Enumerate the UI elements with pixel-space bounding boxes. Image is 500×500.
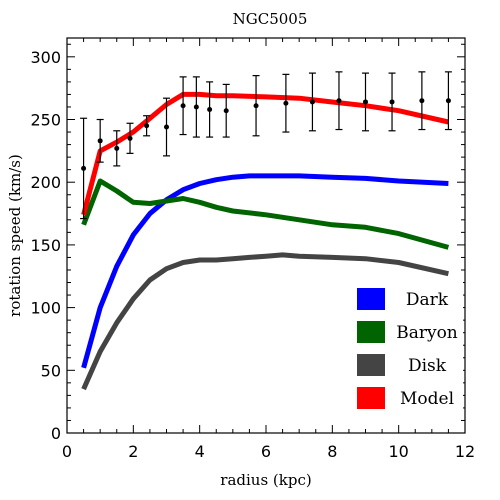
x-axis-label: radius (kpc)	[220, 471, 311, 489]
observed-point	[336, 98, 342, 104]
observed-point	[81, 165, 87, 171]
legend-swatch-baryon	[357, 321, 385, 343]
chart-title: NGC5005	[233, 10, 308, 28]
legend-swatch-model	[357, 387, 385, 409]
observed-point	[207, 106, 213, 112]
observed-point	[363, 99, 368, 105]
series-curves	[81, 91, 450, 391]
x-tick-label: 8	[327, 442, 337, 461]
x-tick-label: 10	[388, 442, 408, 461]
x-tick-label: 2	[128, 442, 138, 461]
series-line-baryon	[81, 178, 450, 250]
observed-point	[389, 99, 395, 105]
y-axis-label: rotation speed (km/s)	[6, 154, 24, 317]
legend-swatch-dark	[357, 288, 385, 310]
x-tick-label: 0	[62, 442, 72, 461]
y-tick-label: 200	[30, 173, 61, 192]
observed-point	[180, 103, 186, 109]
observed-point	[283, 100, 289, 106]
legend-label-model: Model	[400, 389, 454, 409]
y-tick-label: 0	[51, 424, 61, 443]
observed-point	[309, 99, 315, 105]
legend-label-baryon: Baryon	[396, 323, 458, 343]
y-tick-label: 250	[30, 111, 61, 130]
observed-point	[114, 145, 120, 151]
x-tick-label: 12	[455, 442, 475, 461]
observed-point	[127, 135, 133, 141]
observed-point	[419, 98, 425, 104]
x-tick-label: 6	[261, 442, 271, 461]
x-tick-label: 4	[195, 442, 205, 461]
observed-point	[193, 104, 199, 110]
observed-point	[445, 98, 451, 104]
observed-errorbars	[80, 71, 452, 220]
legend: Dark Baryon Disk Model	[345, 277, 463, 415]
series-line-dark	[81, 173, 449, 369]
legend-swatch-disk	[357, 354, 385, 376]
legend-label-dark: Dark	[406, 290, 449, 310]
series-line-disk	[81, 252, 449, 391]
y-tick-label: 50	[41, 361, 61, 380]
y-tick-label: 150	[30, 236, 61, 255]
legend-label-disk: Disk	[408, 356, 447, 376]
y-tick-label: 100	[30, 299, 61, 318]
series-line-model	[81, 91, 449, 216]
y-tick-label: 300	[30, 48, 61, 67]
observed-point	[164, 124, 169, 130]
observed-point	[223, 108, 229, 114]
observed-point	[97, 138, 103, 144]
observed-point	[253, 103, 259, 109]
observed-point	[144, 123, 150, 129]
